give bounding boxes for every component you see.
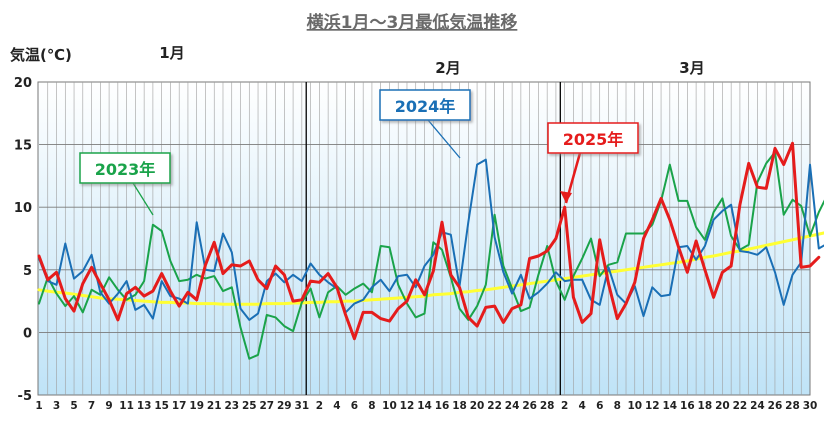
chart-title: 横浜1月～3月最低気温推移 <box>307 12 518 33</box>
x-tick-label: 7 <box>88 400 95 412</box>
x-tick-label: 22 <box>487 400 502 412</box>
callout-2024-label: 2024年 <box>395 97 456 116</box>
horizontal-gridlines <box>39 144 810 333</box>
x-tick-label: 13 <box>137 400 152 412</box>
y-tick-label: 0 <box>23 326 32 341</box>
x-tick-label: 29 <box>277 400 292 412</box>
x-tick-label: 19 <box>189 400 204 412</box>
x-tick-label: 10 <box>627 400 642 412</box>
x-tick-label: 26 <box>522 400 537 412</box>
x-tick-label: 28 <box>540 400 555 412</box>
x-tick-label: 21 <box>207 400 222 412</box>
x-tick-label: 31 <box>295 400 310 412</box>
x-tick-label: 16 <box>680 400 695 412</box>
y-tick-label: 10 <box>14 201 32 216</box>
x-tick-label: 25 <box>242 400 257 412</box>
y-tick-labels: -5 0 5 10 15 20 <box>14 76 32 404</box>
x-tick-label: 1 <box>35 400 42 412</box>
month-label-mar: 3月 <box>679 59 704 77</box>
y-tick-label: 5 <box>23 264 32 279</box>
x-tick-label: 8 <box>368 400 375 412</box>
callout-2025: 2025年 <box>547 122 639 204</box>
y-tick-label: 20 <box>14 76 32 91</box>
x-tick-label: 23 <box>224 400 239 412</box>
month-label-feb: 2月 <box>435 59 460 77</box>
x-tick-label: 14 <box>663 400 678 412</box>
x-tick-label: 18 <box>698 400 713 412</box>
x-tick-label: 2 <box>561 400 568 412</box>
x-tick-label: 18 <box>452 400 467 412</box>
y-tick-label: -5 <box>18 389 32 404</box>
x-tick-label: 12 <box>645 400 660 412</box>
callout-2024: 2024年 <box>379 89 471 159</box>
x-tick-label: 4 <box>333 400 340 412</box>
x-tick-label: 6 <box>596 400 603 412</box>
x-tick-label: 6 <box>351 400 358 412</box>
x-tick-label: 27 <box>259 400 274 412</box>
x-tick-label: 30 <box>803 400 818 412</box>
x-tick-label: 20 <box>715 400 730 412</box>
y-axis-label: 気温(℃) <box>10 46 72 64</box>
x-tick-label: 26 <box>768 400 783 412</box>
x-tick-label: 28 <box>785 400 800 412</box>
x-tick-label: 14 <box>417 400 432 412</box>
callout-2023-label: 2023年 <box>95 160 156 179</box>
x-tick-label: 9 <box>105 400 112 412</box>
x-tick-label: 22 <box>733 400 748 412</box>
x-tick-label: 2 <box>316 400 323 412</box>
x-tick-label: 3 <box>53 400 60 412</box>
x-tick-label: 17 <box>172 400 187 412</box>
plot-area <box>37 81 811 396</box>
x-tick-label: 11 <box>119 400 134 412</box>
y-tick-label: 15 <box>14 139 32 154</box>
x-tick-label: 16 <box>435 400 450 412</box>
x-tick-label: 8 <box>614 400 621 412</box>
x-tick-label: 10 <box>382 400 397 412</box>
x-tick-label: 5 <box>70 400 77 412</box>
series-lines <box>37 141 824 360</box>
x-tick-label: 24 <box>505 400 520 412</box>
x-tick-label: 24 <box>750 400 765 412</box>
series-line-2024 <box>38 158 824 321</box>
x-tick-labels: 1 3 5 7 9 11 13 15 17 19 21 23 25 27 29 31 2 4 6 8 10 12 14 16 1… <box>35 400 817 412</box>
series-line-2025 <box>37 141 821 341</box>
x-tick-label: 4 <box>579 400 586 412</box>
month-label-jan: 1月 <box>159 44 184 62</box>
callout-2023: 2023年 <box>79 152 171 216</box>
x-tick-label: 15 <box>154 400 169 412</box>
callout-2025-label: 2025年 <box>563 130 624 149</box>
x-tick-label: 12 <box>400 400 415 412</box>
x-tick-label: 20 <box>470 400 485 412</box>
